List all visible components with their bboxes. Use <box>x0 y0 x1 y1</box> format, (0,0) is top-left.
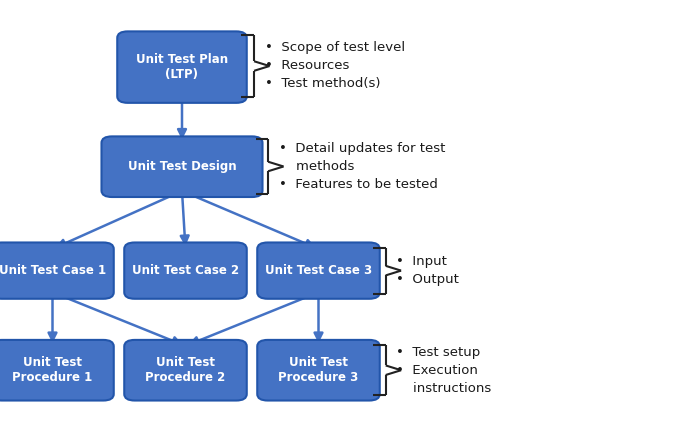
FancyBboxPatch shape <box>0 242 113 299</box>
FancyBboxPatch shape <box>258 340 379 401</box>
FancyBboxPatch shape <box>0 340 113 401</box>
Text: Unit Test
Procedure 3: Unit Test Procedure 3 <box>279 356 358 384</box>
Text: Unit Test Plan
(LTP): Unit Test Plan (LTP) <box>136 53 228 81</box>
FancyBboxPatch shape <box>125 340 246 401</box>
Text: Unit Test
Procedure 1: Unit Test Procedure 1 <box>13 356 92 384</box>
Text: •  Test setup
•  Execution
    instructions: • Test setup • Execution instructions <box>396 346 491 395</box>
FancyBboxPatch shape <box>117 32 246 103</box>
FancyBboxPatch shape <box>258 242 379 299</box>
Text: Unit Test Case 2: Unit Test Case 2 <box>132 264 239 277</box>
Text: •  Detail updates for test
    methods
•  Features to be tested: • Detail updates for test methods • Feat… <box>279 142 445 191</box>
FancyBboxPatch shape <box>125 242 246 299</box>
Text: •  Scope of test level
•  Resources
•  Test method(s): • Scope of test level • Resources • Test… <box>265 41 405 90</box>
FancyBboxPatch shape <box>102 136 262 197</box>
Text: Unit Test Case 1: Unit Test Case 1 <box>0 264 106 277</box>
Text: Unit Test
Procedure 2: Unit Test Procedure 2 <box>146 356 225 384</box>
Text: Unit Test Design: Unit Test Design <box>127 160 237 173</box>
Text: •  Input
•  Output: • Input • Output <box>396 255 459 286</box>
Text: Unit Test Case 3: Unit Test Case 3 <box>265 264 372 277</box>
